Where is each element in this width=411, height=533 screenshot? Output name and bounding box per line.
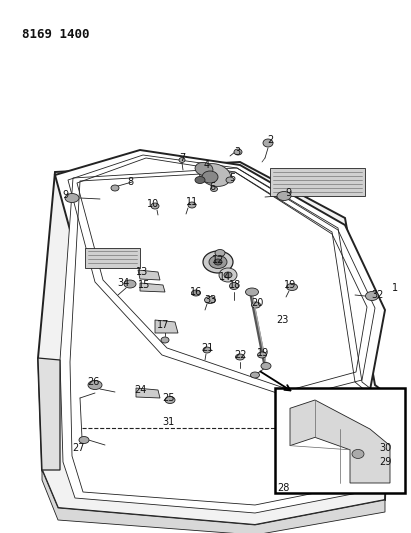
Polygon shape (42, 470, 385, 533)
Text: 8169 1400: 8169 1400 (22, 28, 90, 41)
Ellipse shape (258, 352, 266, 358)
Bar (270, 168, 365, 196)
Text: 19: 19 (257, 348, 269, 358)
Text: 9: 9 (285, 188, 291, 198)
Bar (275, 388, 405, 493)
Text: 22: 22 (234, 350, 246, 360)
Text: 31: 31 (162, 417, 174, 427)
Ellipse shape (352, 449, 364, 458)
Text: 12: 12 (212, 255, 224, 265)
Ellipse shape (234, 149, 242, 155)
Bar (85, 248, 140, 268)
Ellipse shape (214, 259, 222, 265)
Text: 34: 34 (117, 278, 129, 288)
Ellipse shape (219, 268, 237, 282)
Text: 15: 15 (138, 280, 150, 290)
Text: 32: 32 (372, 290, 384, 300)
Ellipse shape (124, 280, 136, 288)
Ellipse shape (203, 251, 233, 273)
Polygon shape (38, 358, 60, 470)
Ellipse shape (277, 191, 291, 200)
Ellipse shape (151, 203, 159, 209)
Ellipse shape (226, 177, 234, 183)
Ellipse shape (205, 296, 215, 303)
Ellipse shape (252, 302, 261, 308)
Text: 11: 11 (186, 197, 198, 207)
Ellipse shape (250, 372, 259, 378)
Text: 8: 8 (127, 177, 133, 187)
Ellipse shape (199, 164, 231, 187)
Ellipse shape (88, 381, 102, 390)
Polygon shape (55, 150, 385, 410)
Ellipse shape (192, 290, 201, 296)
Ellipse shape (261, 362, 271, 369)
Polygon shape (38, 162, 388, 525)
Ellipse shape (202, 171, 218, 183)
Ellipse shape (161, 337, 169, 343)
Ellipse shape (165, 397, 175, 403)
Text: 1: 1 (392, 283, 398, 293)
Text: 33: 33 (204, 295, 216, 305)
Text: 5: 5 (229, 173, 235, 183)
Text: 14: 14 (219, 272, 231, 282)
Ellipse shape (236, 354, 245, 360)
Text: 25: 25 (162, 393, 174, 403)
Ellipse shape (188, 202, 196, 208)
Polygon shape (60, 168, 375, 513)
Ellipse shape (215, 249, 225, 256)
Polygon shape (290, 400, 390, 483)
Text: 17: 17 (157, 320, 169, 330)
Text: 9: 9 (62, 190, 68, 200)
Text: 20: 20 (251, 298, 263, 308)
Ellipse shape (111, 185, 119, 191)
Text: 29: 29 (379, 457, 391, 467)
Text: 18: 18 (229, 280, 241, 290)
Text: 4: 4 (204, 160, 210, 170)
Polygon shape (155, 320, 178, 333)
Text: 10: 10 (147, 199, 159, 209)
Text: 13: 13 (136, 267, 148, 277)
Text: 7: 7 (179, 153, 185, 163)
Text: 24: 24 (134, 385, 146, 395)
Polygon shape (136, 388, 160, 398)
Ellipse shape (195, 176, 205, 183)
Ellipse shape (224, 272, 232, 278)
Text: 2: 2 (267, 135, 273, 145)
Text: 30: 30 (379, 443, 391, 453)
Ellipse shape (229, 282, 238, 289)
Text: 28: 28 (277, 483, 289, 493)
Text: 26: 26 (87, 377, 99, 387)
Ellipse shape (245, 288, 259, 296)
Ellipse shape (286, 284, 298, 290)
Text: 3: 3 (234, 147, 240, 157)
Ellipse shape (263, 139, 273, 147)
Text: 6: 6 (209, 182, 215, 192)
Text: 27: 27 (72, 443, 84, 453)
Text: 19: 19 (284, 280, 296, 290)
Text: 23: 23 (276, 315, 288, 325)
Ellipse shape (65, 193, 79, 203)
Ellipse shape (179, 157, 185, 163)
Ellipse shape (79, 437, 89, 443)
Ellipse shape (209, 255, 227, 269)
Ellipse shape (210, 187, 217, 191)
Ellipse shape (203, 347, 211, 353)
Ellipse shape (365, 292, 379, 301)
Ellipse shape (195, 163, 213, 175)
Polygon shape (138, 270, 160, 280)
Text: 16: 16 (190, 287, 202, 297)
Text: 21: 21 (201, 343, 213, 353)
Polygon shape (140, 283, 165, 292)
